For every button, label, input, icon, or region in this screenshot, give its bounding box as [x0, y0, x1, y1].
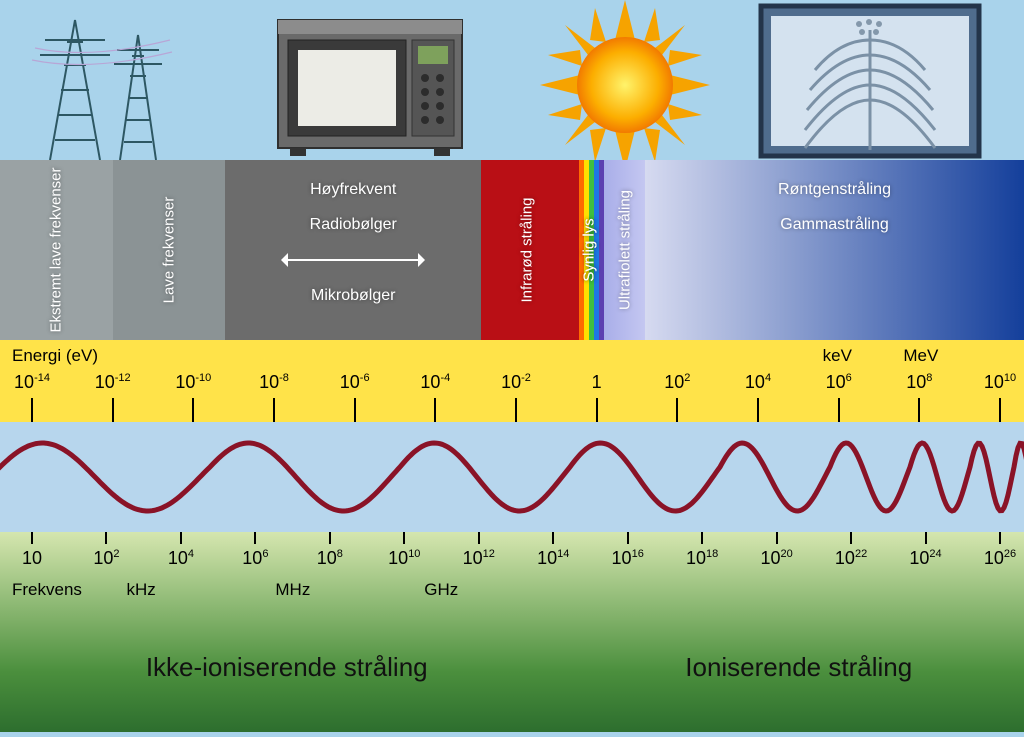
frequency-tick-label: 1022: [835, 548, 867, 569]
frequency-tick-label: 1012: [463, 548, 495, 569]
wave-path: [0, 443, 1024, 511]
energy-tick-label: 10-2: [501, 372, 531, 393]
band-label: Synlig lys: [580, 218, 597, 281]
spectrum-bands: Ekstremt lave frekvenser Lave frekvenser H…: [0, 160, 1024, 340]
energy-tick-label: 104: [745, 372, 771, 393]
band-elf: Ekstremt lave frekvenser: [0, 160, 113, 340]
band-ir: Infrarød stråling: [481, 160, 573, 340]
xray-icon: [755, 0, 985, 160]
frequency-title: Frekvens: [12, 580, 82, 600]
frequency-tick-label: 1016: [612, 548, 644, 569]
band-label: Infrarød stråling: [519, 197, 536, 302]
frequency-tick-label: 104: [168, 548, 194, 569]
tick-mark: [627, 532, 629, 544]
frequency-unit-label: GHz: [424, 580, 458, 600]
energy-tick-label: 106: [826, 372, 852, 393]
tick-mark: [925, 532, 927, 544]
pylons-icon: [20, 0, 180, 160]
frequency-section: 10 102 104 106 108 1010 1012 1014 1016 1018 1020 10…: [0, 532, 1024, 732]
frequency-tick-label: 1010: [388, 548, 420, 569]
energy-scale: Energi (eV) keV MeV 10-14 10-12 10-10 10-8 10…: [0, 340, 1024, 422]
energy-title: Energi (eV): [12, 346, 98, 366]
tick-mark: [254, 532, 256, 544]
frequency-tick-label: 102: [93, 548, 119, 569]
band-label: Ekstremt lave frekvenser: [48, 167, 65, 332]
band-label: Ultrafiolett stråling: [616, 190, 633, 310]
frequency-tick-label: 106: [242, 548, 268, 569]
energy-unit-label: keV: [823, 346, 852, 366]
bidirectional-arrow-icon: [283, 259, 423, 261]
tick-mark: [999, 532, 1001, 544]
tick-mark: [105, 532, 107, 544]
frequency-tick-label: 1026: [984, 548, 1016, 569]
energy-tick-label: 10-10: [175, 372, 211, 393]
band-rf: HøyfrekventRadiobølgerMikrobølger: [225, 160, 481, 340]
energy-tick-label: 1: [592, 372, 602, 393]
icons-row: [0, 0, 1024, 160]
energy-tick-label: 1010: [984, 372, 1016, 393]
tick-mark: [31, 532, 33, 544]
band-lf: Lave frekvenser: [113, 160, 226, 340]
frequency-unit-label: kHz: [126, 580, 155, 600]
microwave-icon: [270, 0, 470, 160]
band-label: Lave frekvenser: [160, 197, 177, 304]
frequency-tick-label: 10: [22, 548, 42, 569]
frequency-tick-label: 1014: [537, 548, 569, 569]
tick-mark: [701, 532, 703, 544]
energy-tick-label: 108: [906, 372, 932, 393]
band-labels: RøntgenstrålingGammastråling: [645, 172, 1024, 242]
tick-mark: [552, 532, 554, 544]
energy-unit-label: MeV: [903, 346, 938, 366]
energy-tick-label: 10-14: [14, 372, 50, 393]
frequency-wave: [0, 422, 1024, 532]
frequency-tick-label: 1020: [760, 548, 792, 569]
tick-mark: [403, 532, 405, 544]
band-vis: Synlig lysSynlig lys: [573, 160, 604, 340]
frequency-tick-label: 1018: [686, 548, 718, 569]
band-labels: HøyfrekventRadiobølgerMikrobølger: [225, 172, 481, 313]
energy-tick-label: 10-8: [259, 372, 289, 393]
frequency-tick-label: 108: [317, 548, 343, 569]
tick-mark: [329, 532, 331, 544]
frequency-unit-label: MHz: [275, 580, 310, 600]
energy-tick-label: 10-6: [340, 372, 370, 393]
band-uv: Ultrafiolett stråling: [604, 160, 645, 340]
ionising-label: Ioniserende stråling: [685, 652, 912, 683]
non-ionising-label: Ikke-ioniserende stråling: [146, 652, 428, 683]
sun-icon: [540, 0, 710, 160]
tick-mark: [776, 532, 778, 544]
tick-mark: [478, 532, 480, 544]
energy-tick-label: 102: [664, 372, 690, 393]
frequency-tick-label: 1024: [909, 548, 941, 569]
band-xg: RøntgenstrålingGammastråling: [645, 160, 1024, 340]
spectrum-diagram: Ekstremt lave frekvenser Lave frekvenser H…: [0, 0, 1024, 737]
wave-area: [0, 422, 1024, 532]
energy-tick-label: 10-12: [95, 372, 131, 393]
energy-tick-label: 10-4: [420, 372, 450, 393]
tick-mark: [180, 532, 182, 544]
tick-mark: [850, 532, 852, 544]
